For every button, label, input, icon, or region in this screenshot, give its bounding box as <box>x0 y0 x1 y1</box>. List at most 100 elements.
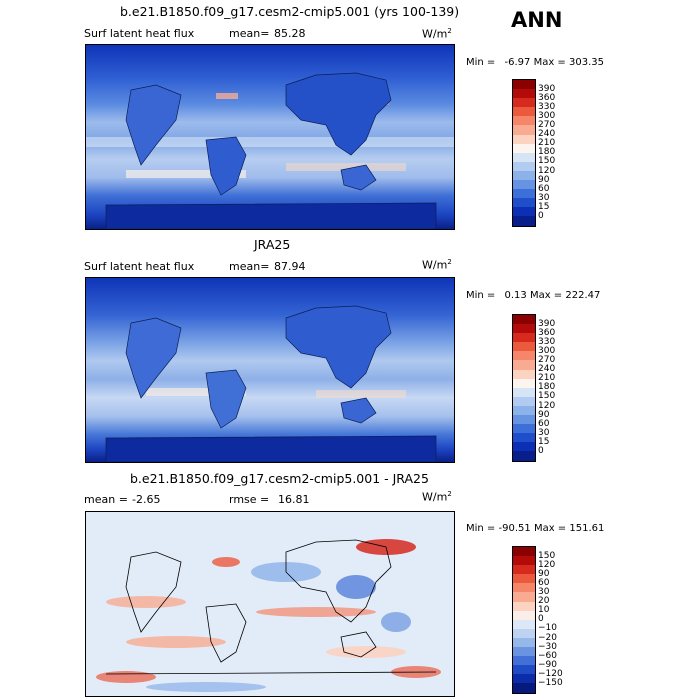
colorbar-swatch <box>513 451 535 461</box>
colorbar-label: 120 <box>538 400 556 411</box>
panel1-continents <box>105 72 437 229</box>
colorbar-label: 150 <box>538 391 556 402</box>
colorbar-swatch <box>513 628 535 638</box>
panel2-min-max: Min = 0.13 Max = 222.47 <box>466 290 600 301</box>
colorbar-label: −20 <box>538 632 557 643</box>
colorbar-swatch <box>513 683 535 693</box>
panel1-min-max: Min = -6.97 Max = 303.35 <box>466 57 604 68</box>
colorbar-swatch <box>513 378 535 388</box>
colorbar-swatch <box>513 647 535 657</box>
colorbar-swatch <box>513 324 535 334</box>
colorbar-swatch <box>513 610 535 620</box>
colorbar-swatch <box>513 315 535 325</box>
colorbar-label: 15 <box>538 201 550 212</box>
panel1-min-label: Min = <box>466 57 496 68</box>
panel3-map <box>85 511 455 697</box>
colorbar-swatch <box>513 601 535 611</box>
panel2-title: JRA25 <box>254 237 291 252</box>
colorbar-label: 180 <box>538 382 556 393</box>
panel1-variable-label: Surf latent heat flux <box>84 27 195 40</box>
colorbar-swatch <box>513 189 535 199</box>
colorbar-label: 90 <box>538 174 550 185</box>
panel2-mean-label: mean= <box>229 260 270 273</box>
colorbar-label: 390 <box>538 318 556 329</box>
colorbar-swatch <box>513 342 535 352</box>
panel3-min-value: -90.51 <box>498 523 531 534</box>
colorbar-swatch <box>513 424 535 434</box>
colorbar-swatch <box>513 161 535 171</box>
panel2-colorbar <box>512 314 536 462</box>
colorbar-label: 15 <box>538 436 550 447</box>
colorbar-swatch <box>513 637 535 648</box>
panel1-mean-label: mean= <box>229 27 270 40</box>
colorbar-label: 330 <box>538 101 556 112</box>
colorbar-swatch <box>513 107 535 117</box>
colorbar-label: 240 <box>538 364 556 375</box>
colorbar-swatch <box>513 405 535 416</box>
panel1-max-label: Max = <box>533 57 566 68</box>
colorbar-swatch <box>513 433 535 443</box>
colorbar-label: 300 <box>538 110 556 121</box>
colorbar-label: 270 <box>538 120 556 130</box>
colorbar-label: 270 <box>538 355 556 365</box>
colorbar-label: −90 <box>538 659 557 670</box>
colorbar-label: 210 <box>538 373 556 384</box>
panel3-max-label: Max = <box>533 523 567 534</box>
panel3-min-label: Min = <box>466 523 496 534</box>
colorbar-swatch <box>513 583 535 593</box>
panel1-max-value: 303.35 <box>568 57 604 68</box>
colorbar-label: 240 <box>538 129 556 140</box>
colorbar-swatch <box>513 565 535 575</box>
colorbar-label: 0 <box>538 211 544 221</box>
panel3-colorbar <box>512 546 536 694</box>
panel2-variable-label: Surf latent heat flux <box>84 260 195 273</box>
panel1-mean-value: 85.28 <box>274 27 306 40</box>
colorbar-label: 20 <box>538 596 550 607</box>
colorbar-label: 150 <box>538 550 556 561</box>
panel2-min-label: Min = <box>466 290 496 301</box>
panel1-map <box>85 44 455 230</box>
colorbar-label: 60 <box>538 183 550 194</box>
colorbar-label: 360 <box>538 92 556 103</box>
colorbar-swatch <box>513 415 535 425</box>
colorbar-swatch <box>513 556 535 566</box>
panel1-title: b.e21.B1850.f09_g17.cesm2-cmip5.001 (yrs… <box>120 4 460 19</box>
colorbar-swatch <box>513 125 535 135</box>
colorbar-label: −30 <box>538 641 557 652</box>
colorbar-swatch <box>513 442 535 452</box>
colorbar-swatch <box>513 143 535 153</box>
colorbar-label: 180 <box>538 147 556 158</box>
panel2-map <box>85 277 455 463</box>
colorbar-swatch <box>513 547 535 557</box>
panel3-min-max: Min = -90.51 Max = 151.61 <box>466 523 604 534</box>
panel2-min-value: 0.13 <box>504 290 527 301</box>
panel2-units: W/m2 <box>422 258 452 272</box>
colorbar-swatch <box>513 80 535 90</box>
colorbar-label: 330 <box>538 336 556 347</box>
panel3-mean-label: mean = <box>84 493 128 506</box>
panel1-map-plot <box>86 45 454 229</box>
colorbar-label: 120 <box>538 165 556 176</box>
colorbar-swatch <box>513 396 535 406</box>
colorbar-label: 30 <box>538 427 550 438</box>
panel1-colorbar <box>512 79 536 227</box>
panel2-map-plot <box>86 278 454 462</box>
colorbar-swatch <box>513 152 535 162</box>
colorbar-swatch <box>513 619 535 629</box>
panel3-coastlines <box>105 539 437 675</box>
colorbar-swatch <box>513 360 535 370</box>
colorbar-swatch <box>513 574 535 584</box>
colorbar-label: 150 <box>538 156 556 167</box>
colorbar-swatch <box>513 180 535 190</box>
colorbar-swatch <box>513 656 535 666</box>
panel3-rmse-value: 16.81 <box>278 493 310 506</box>
colorbar-label: 360 <box>538 327 556 338</box>
colorbar-swatch <box>513 387 535 397</box>
colorbar-label: −150 <box>538 678 563 688</box>
colorbar-label: 30 <box>538 192 550 203</box>
colorbar-swatch <box>513 333 535 343</box>
panel3-mean-value: -2.65 <box>132 493 161 506</box>
colorbar-label: 120 <box>538 559 556 570</box>
colorbar-swatch <box>513 89 535 99</box>
colorbar-label: 90 <box>538 409 550 420</box>
